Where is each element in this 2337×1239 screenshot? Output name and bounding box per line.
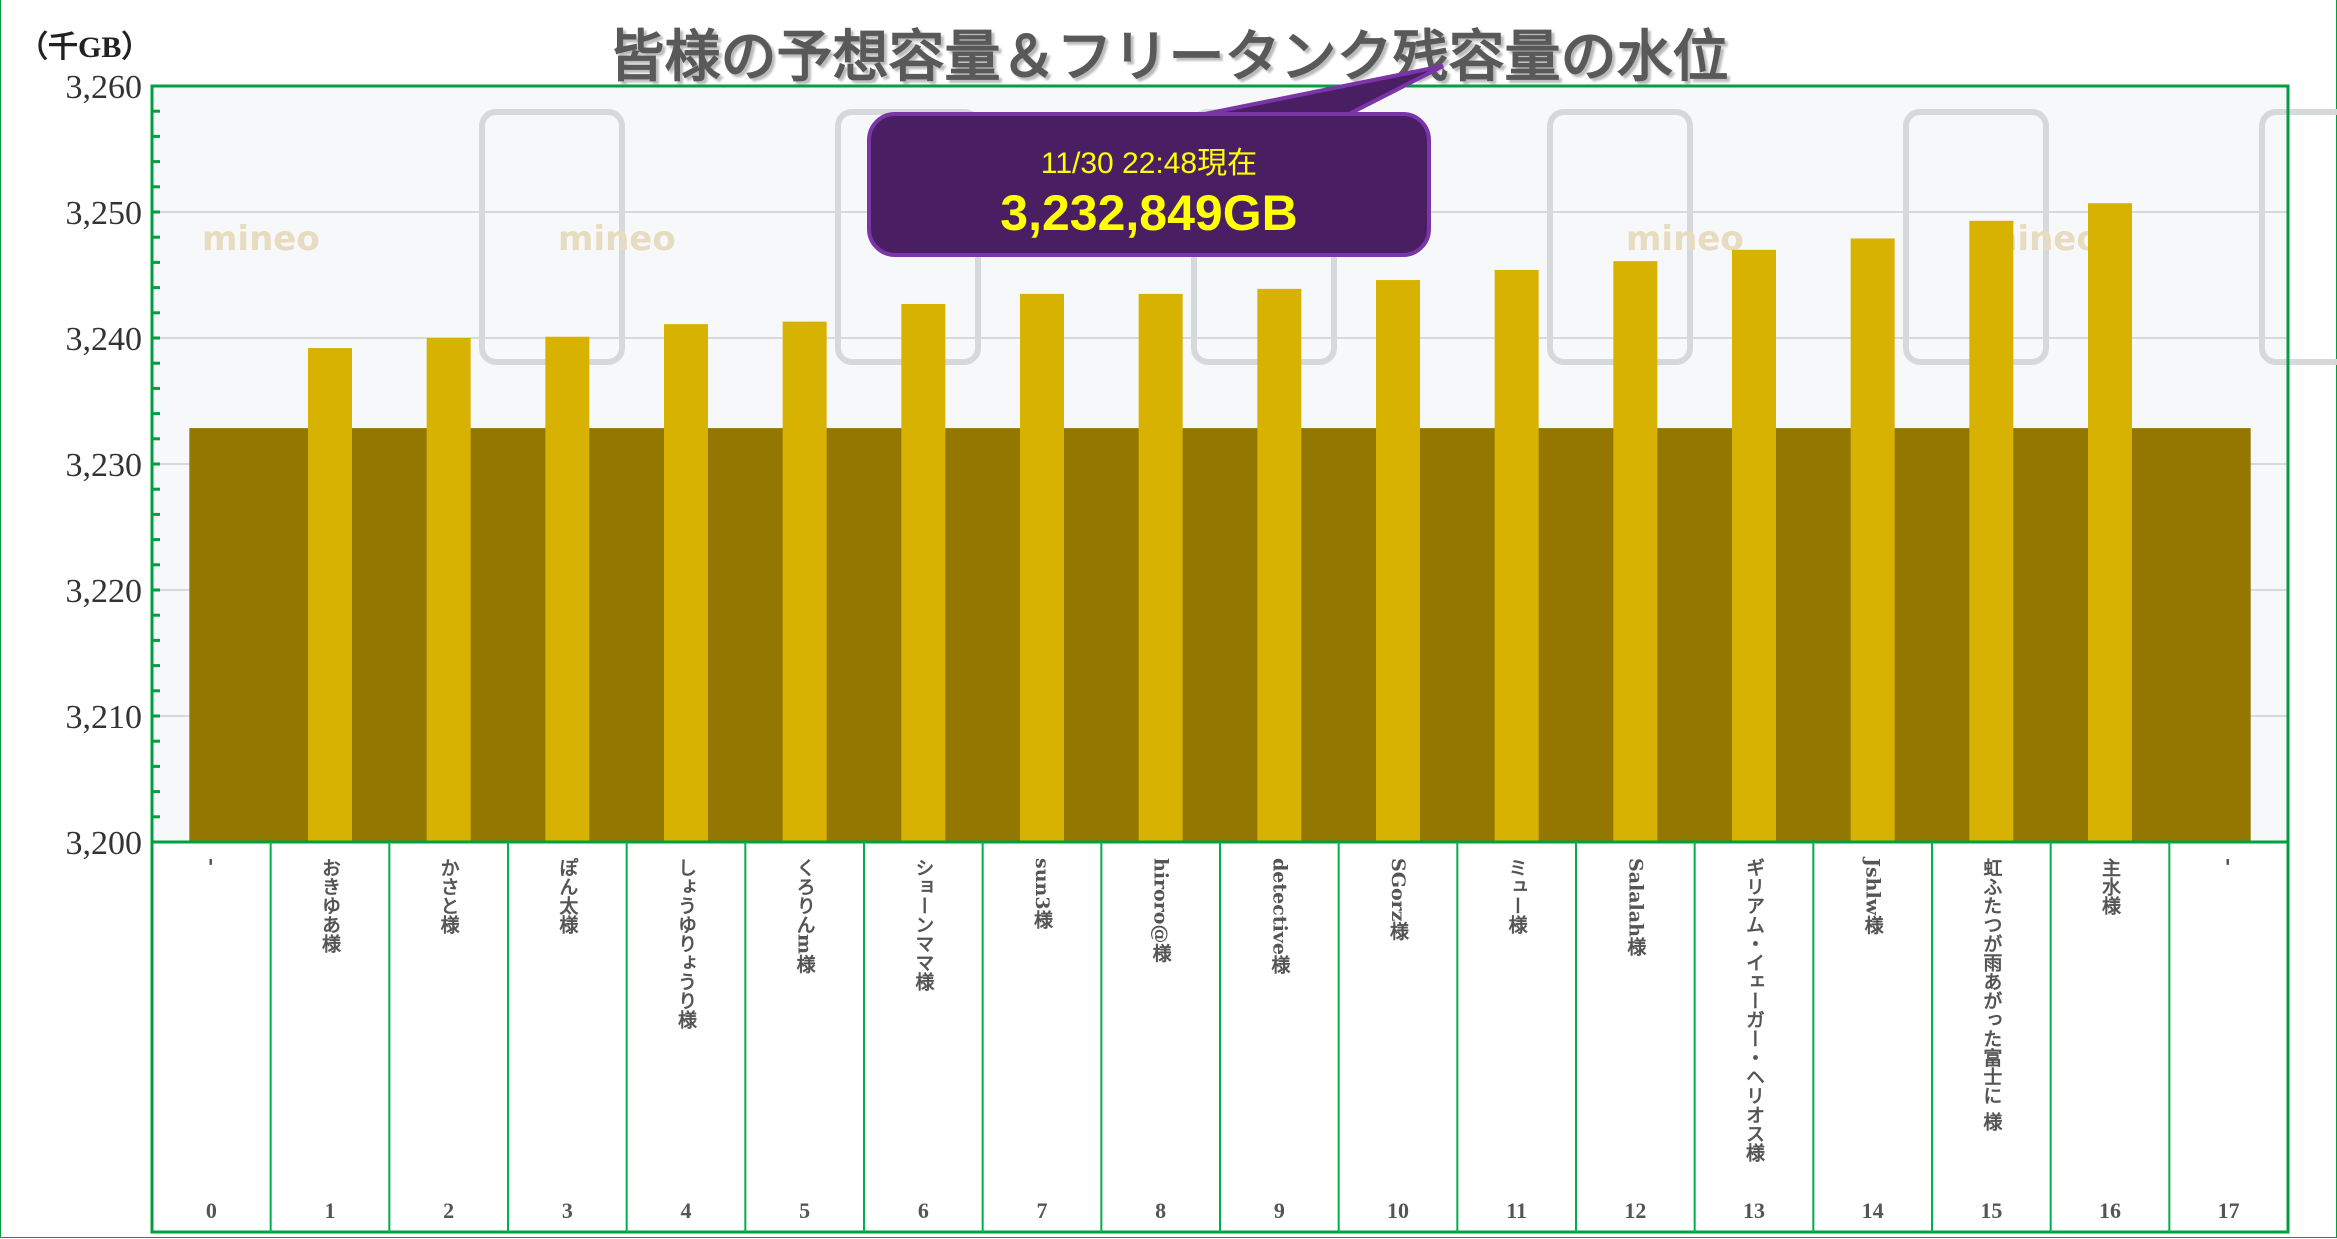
category-label: かさと様 (437, 858, 460, 934)
mineo-logo-watermark: mineo (202, 219, 320, 259)
category-label: - (2217, 858, 2240, 866)
callout-value: 3,232,849GB (1000, 185, 1298, 241)
y-axis-unit-label: （千GB） (18, 31, 152, 64)
category-label: 主水様 (2099, 858, 2121, 915)
prediction-bar (1138, 293, 1183, 842)
y-tick-label: 3,230 (66, 447, 143, 484)
y-tick-label: 3,260 (66, 69, 143, 106)
prediction-bar (2088, 203, 2132, 842)
category-label: sun3様 (1031, 858, 1053, 929)
category-index: 16 (2099, 1198, 2121, 1223)
category-label: - (200, 858, 223, 866)
prediction-bar (1494, 269, 1539, 843)
y-tick-label: 3,220 (66, 573, 143, 610)
prediction-bar (308, 348, 352, 842)
y-tick-label: 3,210 (66, 699, 143, 736)
category-label: detective様 (1268, 858, 1291, 974)
category-index: 14 (1861, 1198, 1884, 1223)
category-index: 6 (917, 1198, 929, 1223)
prediction-bar (426, 338, 471, 842)
category-label: ギリアム・イェーガー・ヘリオス様 (1743, 858, 1765, 1162)
mineo-logo-watermark: mineo (558, 219, 676, 259)
prediction-bar (1732, 249, 1776, 843)
category-label: ショーンママ様 (912, 858, 935, 991)
prediction-bar (545, 336, 590, 842)
category-index: 12 (1624, 1198, 1647, 1223)
category-index: 7 (1036, 1198, 1048, 1223)
category-index: 10 (1387, 1198, 1409, 1223)
category-index: 15 (1980, 1198, 2003, 1223)
category-label: Jshlw様 (1861, 858, 1884, 935)
prediction-bar (1376, 280, 1420, 842)
y-tick-label: 3,250 (66, 195, 143, 232)
category-label: くろりんm様 (793, 858, 816, 974)
category-label: ミュー様 (1505, 858, 1528, 934)
mineo-logo-watermark: mineo (1626, 219, 1744, 259)
prediction-bar (1020, 293, 1064, 842)
phone-illustration (2259, 109, 2337, 365)
prediction-bar (1613, 261, 1658, 842)
prediction-bar (782, 321, 827, 842)
category-index: 2 (443, 1198, 455, 1223)
category-index: 11 (1506, 1198, 1528, 1223)
category-index: 9 (1273, 1198, 1285, 1223)
y-tick-label: 3,200 (66, 825, 143, 862)
category-index: 1 (324, 1198, 336, 1223)
prediction-bar (664, 324, 708, 842)
category-index: 0 (205, 1198, 217, 1223)
category-label: SGorz様 (1387, 858, 1409, 941)
category-label: Salalah様 (1624, 858, 1647, 956)
category-index: 5 (799, 1198, 811, 1223)
category-index: 13 (1743, 1198, 1765, 1223)
chart-title: 皆様の予想容量＆フリータンク残容量の水位 (608, 24, 1729, 90)
category-label: ぽん太様 (556, 858, 579, 934)
callout-date: 11/30 22:48現在 (1040, 147, 1258, 180)
category-index: 17 (2217, 1198, 2240, 1223)
category-index: 4 (680, 1198, 692, 1223)
y-tick-label: 3,240 (66, 321, 143, 358)
category-label: 虹ふたつが雨あがった富士に 様 (1980, 858, 2003, 1131)
category-label: しょうゆりょうり様 (675, 858, 697, 1029)
free-tank-bar (189, 428, 2251, 842)
current-level-callout: 11/30 22:48現在 3,232,849GB (867, 112, 1431, 257)
category-label: hiroro@様 (1149, 858, 1172, 963)
prediction-bar (1969, 220, 2014, 842)
prediction-bar (901, 303, 946, 843)
category-index: 8 (1155, 1198, 1167, 1223)
category-label: おきゆあ様 (319, 858, 341, 953)
prediction-bar (1850, 238, 1895, 842)
prediction-bar (1257, 288, 1302, 842)
category-index: 3 (561, 1198, 573, 1223)
